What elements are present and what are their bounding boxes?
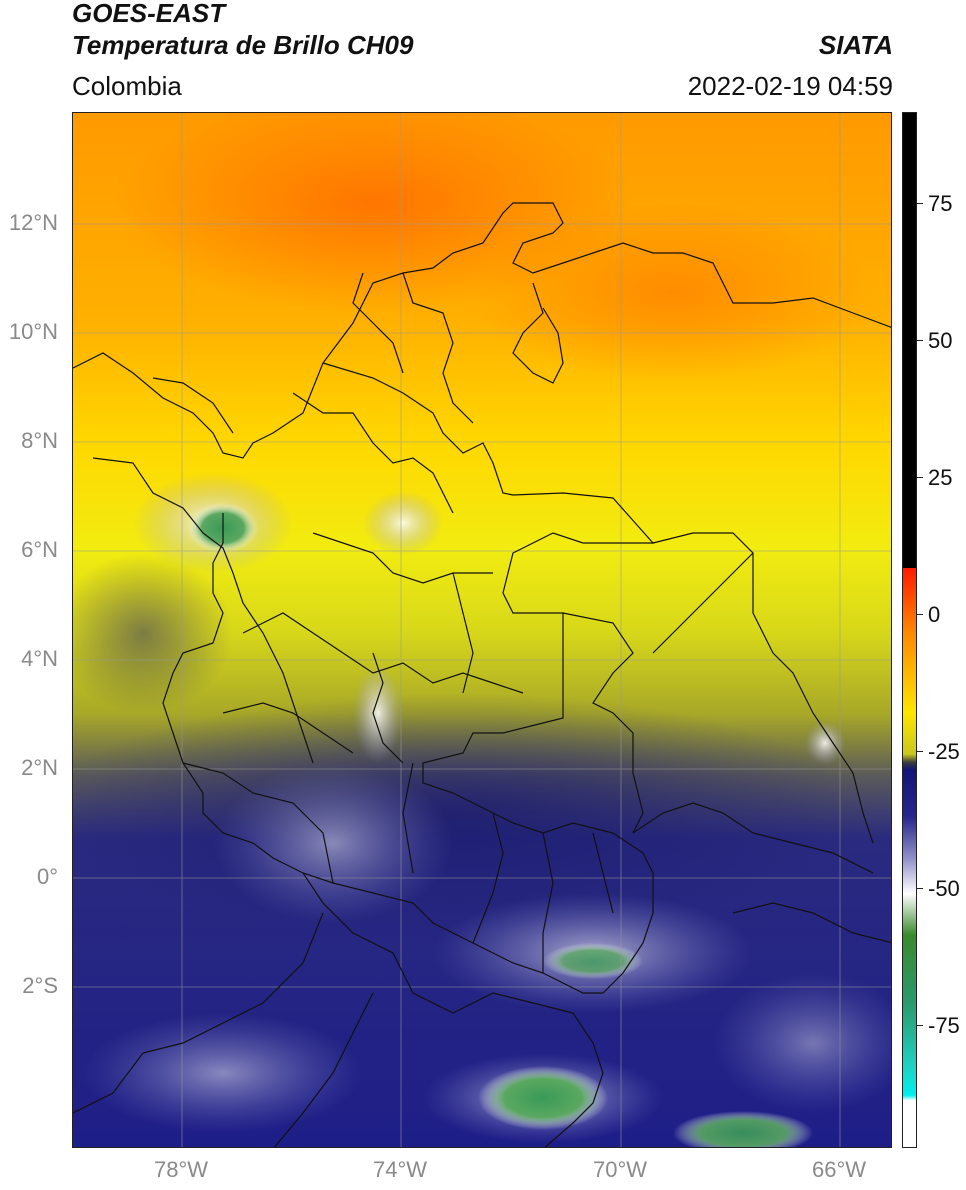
colorbar xyxy=(902,112,917,1148)
lat-label: 6°N xyxy=(21,537,58,562)
colorbar-label: -75 xyxy=(928,1013,960,1038)
product-title: Temperatura de Brillo CH09 xyxy=(72,30,414,60)
colorbar-label: -25 xyxy=(928,739,960,764)
colorbar-tick xyxy=(917,203,923,204)
lon-label: 66°W xyxy=(811,1157,867,1182)
colorbar-tick xyxy=(917,614,923,615)
satellite-map[interactable] xyxy=(72,112,892,1148)
lat-label: 2°N xyxy=(21,755,58,780)
lon-label: 70°W xyxy=(592,1157,648,1182)
colorbar-label: 75 xyxy=(928,191,953,216)
graticule xyxy=(73,113,891,1147)
lat-label: 2°S xyxy=(22,973,58,998)
boundaries xyxy=(73,202,891,1147)
lat-label: 0° xyxy=(36,864,58,889)
brightness-temperature-field xyxy=(73,113,891,1147)
colorbar-tick xyxy=(917,1025,923,1026)
colorbar-tick xyxy=(917,751,923,752)
satellite-title: GOES-EAST xyxy=(72,0,226,28)
organization-label: SIATA xyxy=(818,30,893,60)
datetime-label: 2022-02-19 04:59 xyxy=(687,71,893,101)
colorbar-label: 25 xyxy=(928,465,953,490)
colorbar-label: 0 xyxy=(928,602,941,627)
lat-label: 12°N xyxy=(8,210,58,235)
lon-label: 74°W xyxy=(372,1157,428,1182)
colorbar-tick xyxy=(917,888,923,889)
lat-label: 10°N xyxy=(8,319,58,344)
lat-label: 4°N xyxy=(21,646,58,671)
region-label: Colombia xyxy=(72,71,182,101)
colorbar-tick xyxy=(917,340,923,341)
colorbar-label: 50 xyxy=(928,328,953,353)
colorbar-label: -50 xyxy=(928,876,960,901)
lon-label: 78°W xyxy=(153,1157,209,1182)
colorbar-tick xyxy=(917,477,923,478)
lat-label: 8°N xyxy=(21,428,58,453)
